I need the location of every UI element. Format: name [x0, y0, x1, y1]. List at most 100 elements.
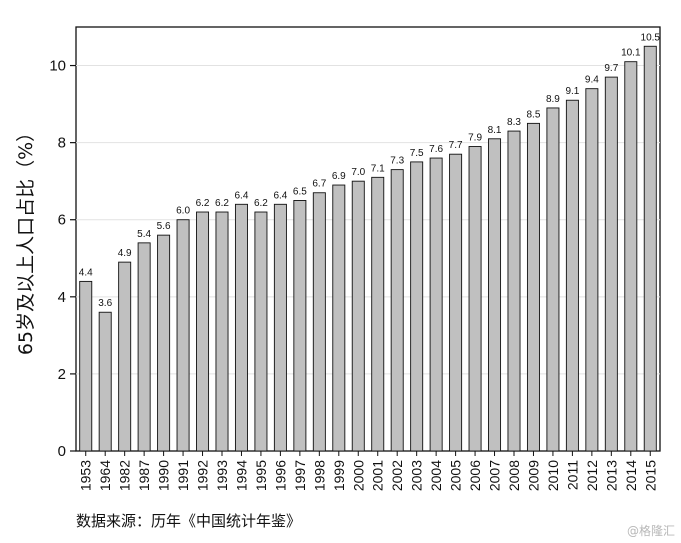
bar-1953 — [79, 280, 93, 452]
data-label-2004: 7.6 — [429, 144, 443, 155]
data-label-1998: 6.7 — [312, 179, 326, 190]
bar-1991 — [176, 219, 190, 452]
x-tick-label-2001: 2001 — [370, 460, 386, 491]
x-tick-label-2006: 2006 — [467, 460, 483, 491]
bar-2010 — [546, 107, 560, 452]
data-label-2015: 10.5 — [641, 32, 661, 43]
x-tick-label-1990: 1990 — [156, 460, 172, 491]
x-tick-label-2013: 2013 — [603, 460, 619, 491]
data-label-2006: 7.9 — [468, 132, 482, 143]
bar-1990 — [157, 234, 171, 452]
x-axis-ticks: 1953 1964 1982 1987 1990 1991 1992 1993 1994 1995… — [78, 451, 658, 491]
y-axis-label: 65岁及以上人口占比（%） — [15, 123, 37, 355]
y-tick-label-0: 0 — [58, 443, 66, 460]
x-tick-label-2004: 2004 — [428, 460, 444, 491]
bar-2011 — [565, 99, 579, 452]
bar-2009 — [526, 122, 540, 452]
x-tick-label-2015: 2015 — [642, 460, 658, 491]
data-label-2010: 8.9 — [546, 94, 560, 105]
x-tick-label-2012: 2012 — [584, 460, 600, 491]
data-label-1999: 6.9 — [332, 171, 346, 182]
bar-2001 — [371, 176, 385, 452]
data-label-1992: 6.2 — [196, 198, 210, 209]
bar-2002 — [390, 169, 404, 452]
y-tick-label-4: 4 — [58, 289, 66, 306]
bar-2008 — [507, 130, 521, 452]
bar-2005 — [449, 153, 463, 452]
watermark: @格隆汇 — [626, 524, 675, 538]
data-label-2014: 10.1 — [621, 48, 641, 59]
y-tick-label-2: 2 — [58, 366, 66, 383]
data-label-2007: 8.1 — [488, 125, 502, 136]
data-label-2001: 7.1 — [371, 163, 385, 174]
data-label-2003: 7.5 — [410, 148, 424, 159]
x-tick-label-1993: 1993 — [214, 460, 230, 491]
bar-2015 — [643, 45, 657, 452]
bar-2013 — [604, 76, 618, 452]
data-label-2012: 9.4 — [585, 75, 599, 86]
data-label-2009: 8.5 — [527, 109, 541, 120]
gridlines — [76, 65, 660, 375]
x-tick-label-2011: 2011 — [564, 460, 580, 490]
bar-1994 — [234, 203, 248, 452]
data-label-1995: 6.2 — [254, 198, 268, 209]
x-tick-label-2008: 2008 — [506, 460, 522, 491]
data-label-1996: 6.4 — [273, 190, 287, 201]
bar-1996 — [273, 203, 287, 452]
x-tick-label-2007: 2007 — [487, 460, 503, 491]
y-tick-label-10: 10 — [49, 58, 66, 75]
x-tick-label-1994: 1994 — [233, 460, 249, 491]
bar-2000 — [351, 180, 365, 452]
x-tick-label-1987: 1987 — [136, 460, 152, 491]
x-tick-label-1964: 1964 — [97, 460, 113, 491]
bar-1999 — [332, 184, 346, 452]
data-label-1982: 4.9 — [118, 248, 132, 259]
bar-1982 — [118, 261, 132, 452]
data-label-2008: 8.3 — [507, 117, 521, 128]
x-tick-label-2000: 2000 — [350, 460, 366, 491]
x-tick-label-2002: 2002 — [389, 460, 405, 491]
x-tick-label-1999: 1999 — [331, 460, 347, 491]
x-tick-label-1998: 1998 — [311, 460, 327, 491]
bar-2007 — [488, 138, 502, 452]
y-tick-label-8: 8 — [58, 135, 66, 152]
data-label-2000: 7.0 — [351, 167, 365, 178]
x-tick-label-1991: 1991 — [175, 460, 191, 491]
x-tick-label-1997: 1997 — [292, 460, 308, 491]
plot-frame — [75, 26, 661, 452]
bar-1992 — [196, 211, 210, 452]
data-label-2011: 9.1 — [565, 86, 579, 97]
y-tick-label-6: 6 — [58, 212, 66, 229]
x-tick-label-1992: 1992 — [195, 460, 211, 491]
y-axis-ticks: 0 2 4 6 8 10 — [49, 58, 76, 460]
x-tick-label-2014: 2014 — [623, 460, 639, 491]
bar-2014 — [624, 61, 638, 452]
data-label-1953: 4.4 — [79, 267, 93, 278]
bar-1987 — [137, 242, 151, 452]
data-label-1991: 6.0 — [176, 206, 190, 217]
data-label-1990: 5.6 — [157, 221, 171, 232]
x-tick-label-1995: 1995 — [253, 460, 269, 491]
bars: 4.4 3.6 4.9 5.4 5.6 6.0 6.2 6.2 6.4 6.2 6.4 6.5 6.7 6… — [79, 32, 661, 452]
data-label-2002: 7.3 — [390, 156, 404, 167]
data-source-note: 数据来源：历年《中国统计年鉴》 — [76, 512, 302, 530]
data-label-1987: 5.4 — [137, 229, 151, 240]
bar-2006 — [468, 146, 482, 452]
x-tick-label-2010: 2010 — [545, 460, 561, 491]
bar-1993 — [215, 211, 229, 452]
bar-2003 — [410, 161, 424, 452]
x-tick-label-2009: 2009 — [525, 460, 541, 491]
data-label-1997: 6.5 — [293, 186, 307, 197]
data-label-1993: 6.2 — [215, 198, 229, 209]
data-label-2005: 7.7 — [449, 140, 463, 151]
x-tick-label-1953: 1953 — [78, 460, 94, 491]
x-tick-label-2005: 2005 — [448, 460, 464, 491]
bar-1998 — [312, 192, 326, 452]
x-tick-label-1996: 1996 — [272, 460, 288, 491]
data-label-1994: 6.4 — [235, 190, 249, 201]
x-tick-label-2003: 2003 — [409, 460, 425, 491]
bar-1997 — [293, 200, 307, 452]
data-label-2013: 9.7 — [604, 63, 618, 74]
bar-2012 — [585, 88, 599, 452]
